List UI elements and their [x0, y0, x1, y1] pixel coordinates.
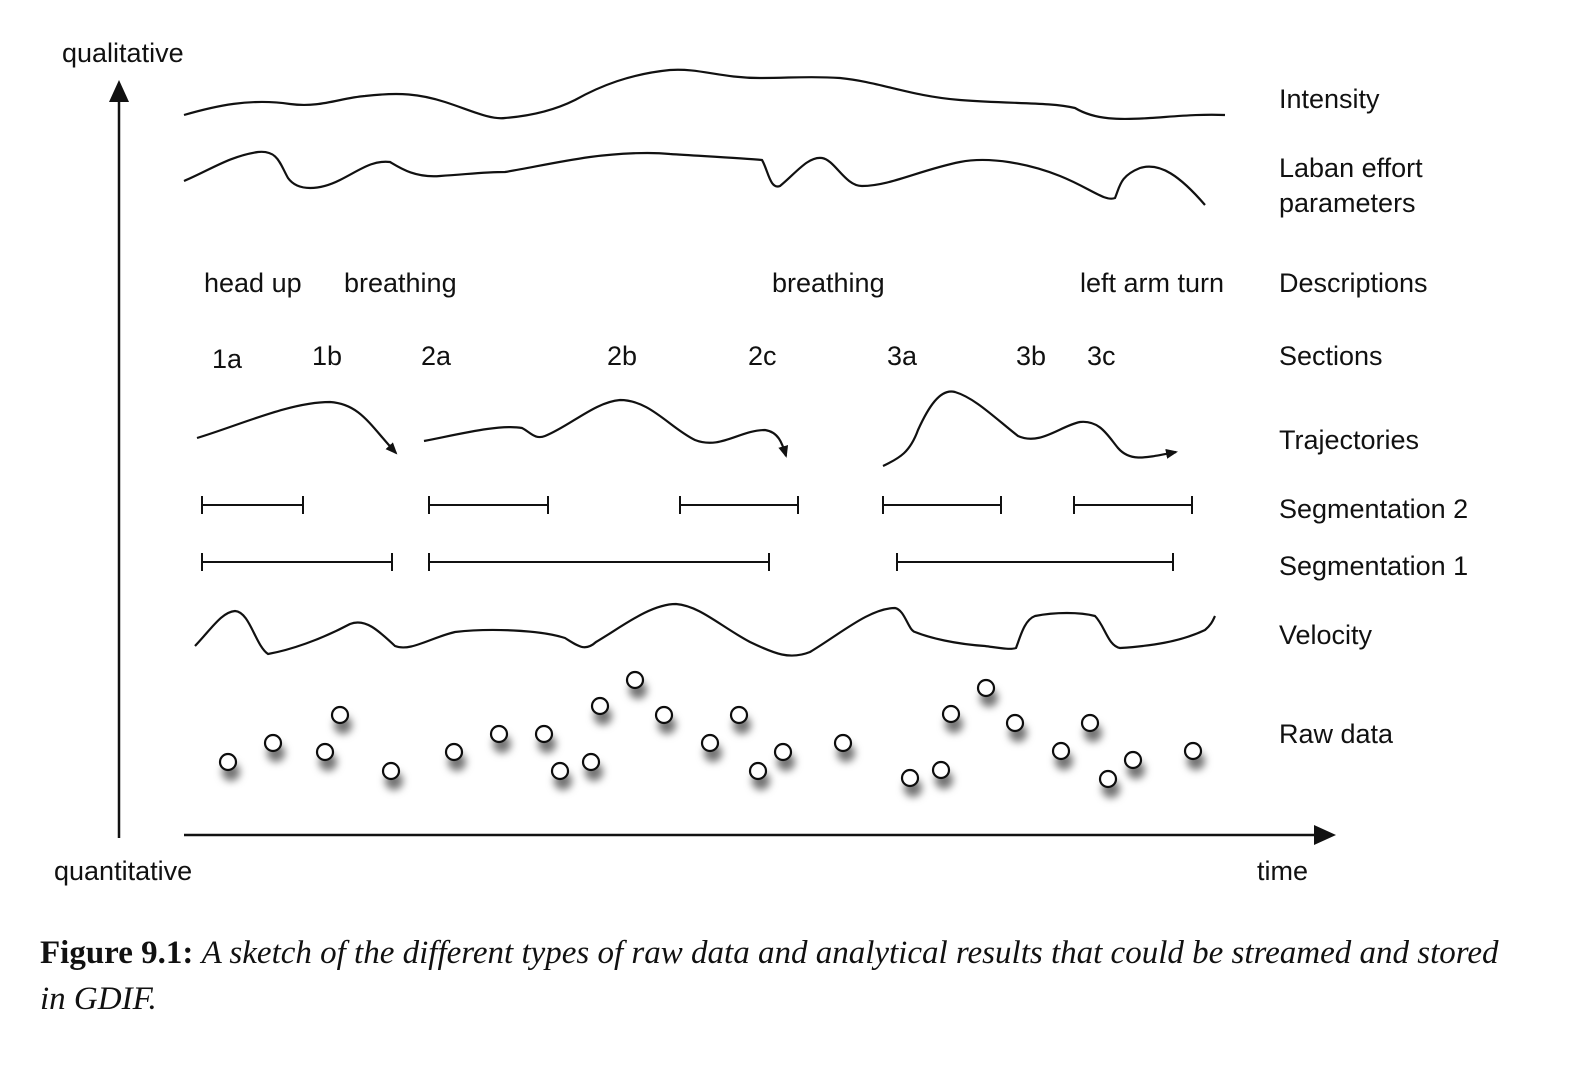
- caption-text: A sketch of the different types of raw d…: [40, 935, 1499, 1017]
- section-1b: 1b: [312, 341, 342, 371]
- segment-2-5: [1073, 496, 1193, 514]
- raw-data-point: [976, 678, 996, 698]
- raw-data-point: [550, 761, 570, 781]
- raw-data-point: [315, 742, 335, 762]
- segment-2-1: [201, 496, 304, 514]
- segment-1-1: [201, 553, 393, 571]
- raw-data-point: [748, 761, 768, 781]
- raw-data-point: [1183, 741, 1203, 761]
- section-2a: 2a: [421, 341, 452, 371]
- section-3a: 3a: [887, 341, 918, 371]
- intensity-curve: [183, 68, 1226, 121]
- row-label-descriptions: Descriptions: [1279, 268, 1428, 298]
- row-label-segmentation-2: Segmentation 2: [1279, 494, 1468, 524]
- row-label-raw-data: Raw data: [1279, 719, 1394, 749]
- raw-data-point: [1098, 769, 1118, 789]
- row-label-laban-1: Laban effort: [1279, 153, 1423, 183]
- segment-1-3: [896, 553, 1174, 571]
- trajectory-3: [882, 390, 1178, 467]
- raw-data-point: [489, 724, 509, 744]
- raw-data-point: [700, 733, 720, 753]
- raw-data-point: [625, 670, 645, 690]
- trajectory-1: [196, 400, 398, 455]
- y-axis: [109, 80, 129, 838]
- row-label-sections: Sections: [1279, 341, 1383, 371]
- segmentation-1: [201, 553, 1174, 571]
- y-axis-bottom-label: quantitative: [54, 856, 192, 886]
- raw-data-point: [1005, 713, 1025, 733]
- x-axis: [184, 825, 1336, 845]
- description-left-arm-turn: left arm turn: [1080, 268, 1224, 298]
- raw-data-point: [654, 705, 674, 725]
- segment-2-3: [679, 496, 799, 514]
- figure-caption: Figure 9.1: A sketch of the different ty…: [40, 930, 1520, 1022]
- raw-data-point: [1123, 750, 1143, 770]
- velocity-curve: [194, 602, 1216, 657]
- trajectories: [196, 390, 1178, 467]
- raw-data-point: [1051, 741, 1071, 761]
- raw-data-point: [931, 760, 951, 780]
- section-3c: 3c: [1087, 341, 1116, 371]
- y-axis-top-label: qualitative: [62, 38, 184, 68]
- row-label-laban-2: parameters: [1279, 188, 1416, 218]
- section-3b: 3b: [1016, 341, 1046, 371]
- raw-data-point: [218, 752, 238, 772]
- row-label-intensity: Intensity: [1279, 84, 1380, 114]
- segmentation-2: [201, 496, 1193, 514]
- raw-data-point: [534, 724, 554, 744]
- section-2b: 2b: [607, 341, 637, 371]
- description-head-up: head up: [204, 268, 302, 298]
- segment-2-2: [428, 496, 549, 514]
- raw-data-point: [941, 704, 961, 724]
- description-breathing-2: breathing: [772, 268, 885, 298]
- raw-data-point: [773, 742, 793, 762]
- segment-1-2: [428, 553, 770, 571]
- raw-data-point: [590, 696, 610, 716]
- figure-number: Figure 9.1:: [40, 935, 194, 971]
- raw-data-point: [833, 733, 853, 753]
- raw-data-point: [381, 761, 401, 781]
- section-2c: 2c: [748, 341, 777, 371]
- row-label-velocity: Velocity: [1279, 620, 1373, 650]
- raw-data-point: [263, 733, 283, 753]
- row-label-trajectories: Trajectories: [1279, 425, 1419, 455]
- raw-data-point: [330, 705, 350, 725]
- raw-data-point: [444, 742, 464, 762]
- raw-data-point: [581, 752, 601, 772]
- section-1a: 1a: [212, 344, 243, 374]
- raw-data-point: [729, 705, 749, 725]
- laban-effort-curve: [183, 150, 1206, 206]
- segment-2-4: [882, 496, 1002, 514]
- x-axis-label: time: [1257, 856, 1308, 886]
- trajectory-2: [423, 398, 789, 458]
- raw-data-point: [900, 768, 920, 788]
- gdif-diagram: qualitative quantitative time Intensity …: [54, 38, 1468, 886]
- description-breathing-1: breathing: [344, 268, 457, 298]
- raw-data-points: [218, 670, 1203, 789]
- raw-data-point: [1080, 713, 1100, 733]
- row-label-segmentation-1: Segmentation 1: [1279, 551, 1468, 581]
